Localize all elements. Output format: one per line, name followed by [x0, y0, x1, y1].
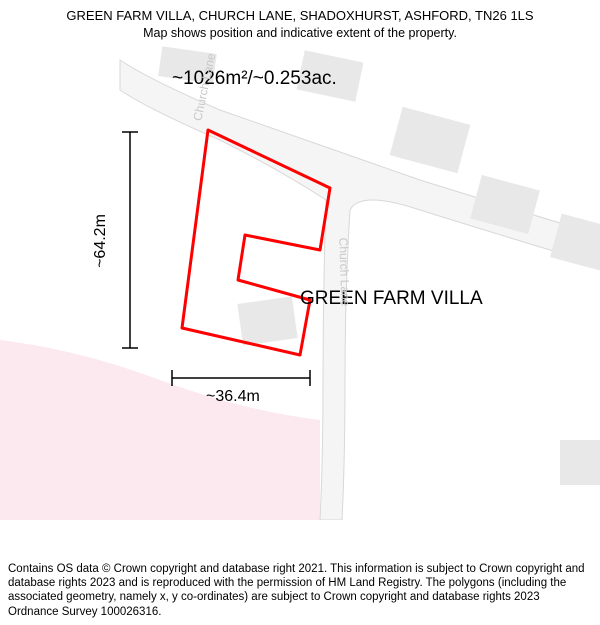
building [390, 107, 471, 173]
header-title: GREEN FARM VILLA, CHURCH LANE, SHADOXHUR… [20, 8, 580, 25]
pink-area [0, 340, 320, 520]
building [560, 440, 600, 485]
map-svg [0, 40, 600, 520]
property-label: GREEN FARM VILLA [300, 288, 483, 310]
height-label: ~64.2m [92, 214, 110, 268]
header: GREEN FARM VILLA, CHURCH LANE, SHADOXHUR… [0, 0, 600, 45]
x-bracket [172, 370, 310, 386]
width-label: ~36.4m [206, 388, 260, 406]
map-area: ~1026m²/~0.253ac. ~64.2m ~36.4m GREEN FA… [0, 40, 600, 520]
header-subtitle: Map shows position and indicative extent… [20, 25, 580, 41]
building [237, 296, 297, 345]
road-label-lower: Church Lane [336, 237, 352, 306]
footer-text: Contains OS data © Crown copyright and d… [8, 562, 592, 620]
y-bracket [122, 132, 138, 348]
